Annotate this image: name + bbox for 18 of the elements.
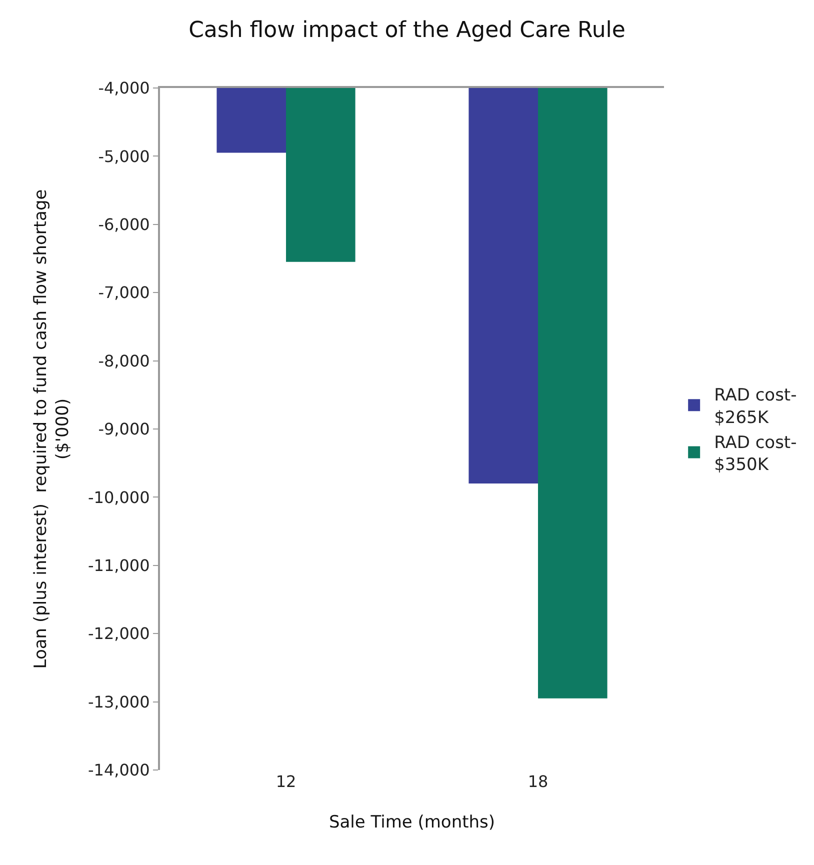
y-tick-label: -5,000 [98, 146, 150, 166]
y-tick-label: -8,000 [98, 351, 150, 370]
chart-title: Cash flow impact of the Aged Care Rule [188, 18, 626, 44]
y-tick-label: -10,000 [88, 488, 150, 507]
y-tick-label: -4,000 [98, 78, 150, 98]
y-tick-label: -9,000 [98, 420, 150, 439]
legend-label: RAD cost- $350K [714, 432, 797, 475]
y-tick-label: -14,000 [88, 760, 150, 780]
y-tick-label: -12,000 [88, 624, 150, 644]
y-axis-title: Loan (plus interest) required to fund cash flow shortage ($'000) [30, 189, 74, 669]
y-tick-label: -11,000 [88, 556, 150, 575]
y-tick-label: -13,000 [88, 692, 150, 712]
x-tick-label: 12 [276, 772, 296, 791]
legend-label: RAD cost- $265K [714, 386, 797, 428]
x-axis-title: Sale Time (months) [328, 812, 496, 832]
x-tick-label: 18 [528, 772, 548, 791]
y-tick-label: -7,000 [98, 283, 150, 302]
y-tick-label: -6,000 [98, 215, 150, 234]
